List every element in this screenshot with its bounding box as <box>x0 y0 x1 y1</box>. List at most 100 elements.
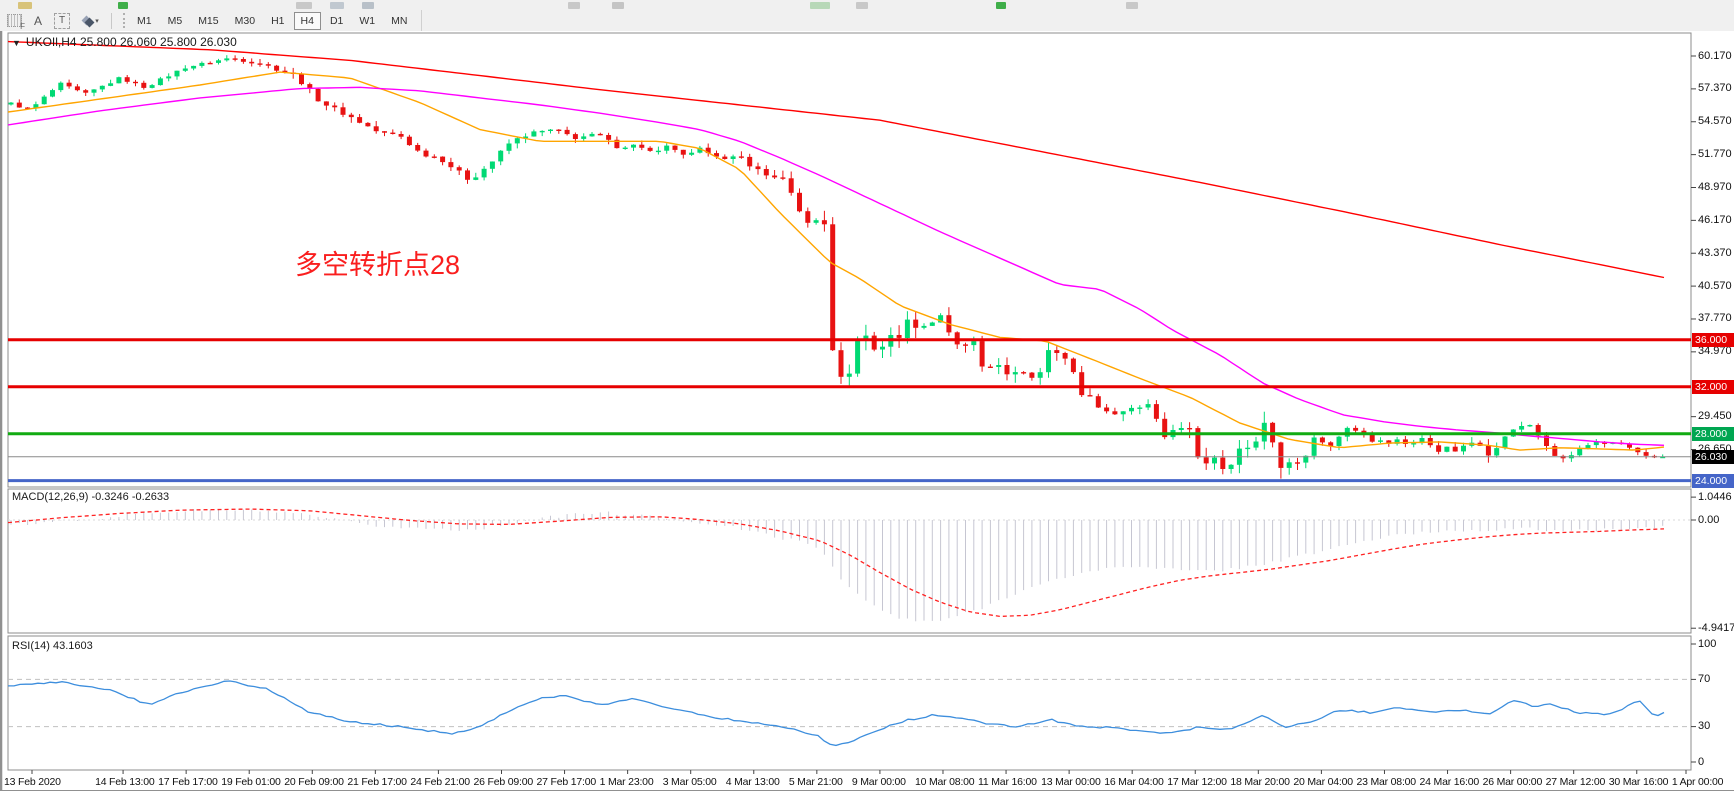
chart-canvas[interactable] <box>0 31 1734 791</box>
price-scale-label: 54.570 <box>1698 115 1732 128</box>
candle-body <box>572 134 578 139</box>
candle-body <box>216 60 221 63</box>
candle-body <box>622 147 628 149</box>
candle-body <box>1112 411 1118 415</box>
candle-body <box>1419 438 1425 444</box>
diamond-icon <box>84 17 95 28</box>
clipped-icon-fragment <box>810 2 830 9</box>
candle-body <box>863 335 869 340</box>
candle-body <box>846 373 852 377</box>
candle-body <box>157 78 163 86</box>
grid-f-letter: F <box>20 22 25 31</box>
candle-body <box>1319 437 1325 443</box>
candle-body <box>465 170 470 180</box>
candle-body <box>174 70 180 77</box>
rsi-scale-label: 0 <box>1698 755 1705 768</box>
toolbar-separator <box>111 12 112 29</box>
candle-body <box>1137 407 1143 409</box>
timeframe-button-w1[interactable]: W1 <box>359 14 376 27</box>
timeframe-button-h4[interactable]: H4 <box>293 11 321 30</box>
candle-body <box>1411 443 1417 445</box>
candle-body <box>124 77 130 82</box>
time-scale-label: 19 Feb 01:00 <box>221 776 281 788</box>
candle-body <box>232 58 238 60</box>
price-scale-label: 37.770 <box>1698 312 1732 325</box>
candle-body <box>655 150 661 153</box>
price-pane[interactable] <box>7 32 1692 488</box>
candle-body <box>1054 350 1060 353</box>
rsi-indicator-label: RSI(14) 43.1603 <box>12 640 93 652</box>
candle-body <box>880 346 885 350</box>
clipped-icon-fragment <box>330 2 344 9</box>
candle-body <box>473 177 479 180</box>
candle-body <box>448 162 454 168</box>
timeframe-button-m5[interactable]: M5 <box>167 14 183 27</box>
candle-body <box>1378 440 1383 442</box>
text-tool-icon[interactable]: T <box>52 12 72 29</box>
candle-body <box>265 64 271 66</box>
clipped-icon-fragment <box>118 2 128 9</box>
ma-slow-magenta <box>7 86 1665 446</box>
candle-body <box>8 102 14 105</box>
candle-body <box>99 85 105 90</box>
time-scale-label: 13 Mar 00:00 <box>1041 776 1101 788</box>
candle-body <box>647 147 653 151</box>
candle-body <box>456 167 462 171</box>
time-scale-label: 20 Feb 09:00 <box>284 776 344 788</box>
rsi-pane[interactable] <box>7 635 1692 771</box>
candle-body <box>755 166 761 170</box>
price-scale-label: 57.370 <box>1698 82 1732 95</box>
candle-body <box>689 152 695 155</box>
candle-body <box>398 134 404 137</box>
text-label-tool-icon[interactable]: A <box>33 13 42 28</box>
time-scale-label: 3 Mar 05:00 <box>662 776 717 788</box>
candle-body <box>987 366 993 368</box>
grid-glyph <box>6 14 22 27</box>
candle-body <box>830 224 836 351</box>
timeframe-button-m15[interactable]: M15 <box>198 14 219 27</box>
candle-body <box>1286 462 1292 468</box>
candle-body <box>788 178 794 193</box>
candle-body <box>373 126 379 132</box>
time-scale-label: 23 Mar 08:00 <box>1356 776 1416 788</box>
candle-body <box>1079 372 1085 396</box>
candle-body <box>921 325 927 328</box>
candle-body <box>282 70 288 73</box>
candle-body <box>1660 456 1666 459</box>
candle-body <box>1593 441 1599 446</box>
chart-workspace[interactable]: ▼ UKOIl,H4 25.800 26.060 25.800 26.030 多空… <box>0 31 1734 791</box>
shapes-tool-icon[interactable]: ▾ <box>76 12 106 29</box>
timeframe-button-h1[interactable]: H1 <box>271 14 285 27</box>
candle-body <box>182 68 188 71</box>
time-scale-label: 30 Mar 16:00 <box>1608 776 1669 788</box>
clipped-icon-fragment <box>996 2 1006 9</box>
time-scale-label: 27 Mar 12:00 <box>1545 776 1606 788</box>
candle-body <box>1627 444 1632 448</box>
candle-body <box>1261 422 1267 442</box>
time-scale-label: 26 Mar 00:00 <box>1482 776 1543 788</box>
candle-body <box>722 156 728 159</box>
candle-body <box>423 150 429 157</box>
timeframe-button-mn[interactable]: MN <box>391 14 408 27</box>
candle-body <box>772 175 778 178</box>
candle-body <box>83 90 89 93</box>
time-scale-label: 27 Feb 17:00 <box>536 776 597 788</box>
time-scale-label: 21 Feb 17:00 <box>347 776 407 788</box>
candle-body <box>1461 445 1466 452</box>
time-scale-label: 11 Mar 16:00 <box>978 776 1037 788</box>
candle-body <box>1527 425 1533 427</box>
rsi-scale-label: 100 <box>1698 637 1717 650</box>
candle-body <box>1162 418 1168 438</box>
timeframe-button-m1[interactable]: M1 <box>137 14 152 27</box>
price-scale-label: 43.370 <box>1698 246 1732 259</box>
grid-tool-icon[interactable]: F <box>4 12 25 31</box>
symbol-dropdown-icon[interactable]: ▼ <box>12 38 21 48</box>
candle-body <box>1037 372 1043 378</box>
candle-body <box>838 350 844 377</box>
candle-body <box>1494 448 1500 456</box>
timeframe-button-d1[interactable]: D1 <box>329 14 344 27</box>
candle-body <box>780 177 786 179</box>
toolbar-drag-handle[interactable] <box>123 13 129 28</box>
candle-body <box>597 133 603 136</box>
timeframe-button-m30[interactable]: M30 <box>234 14 256 27</box>
